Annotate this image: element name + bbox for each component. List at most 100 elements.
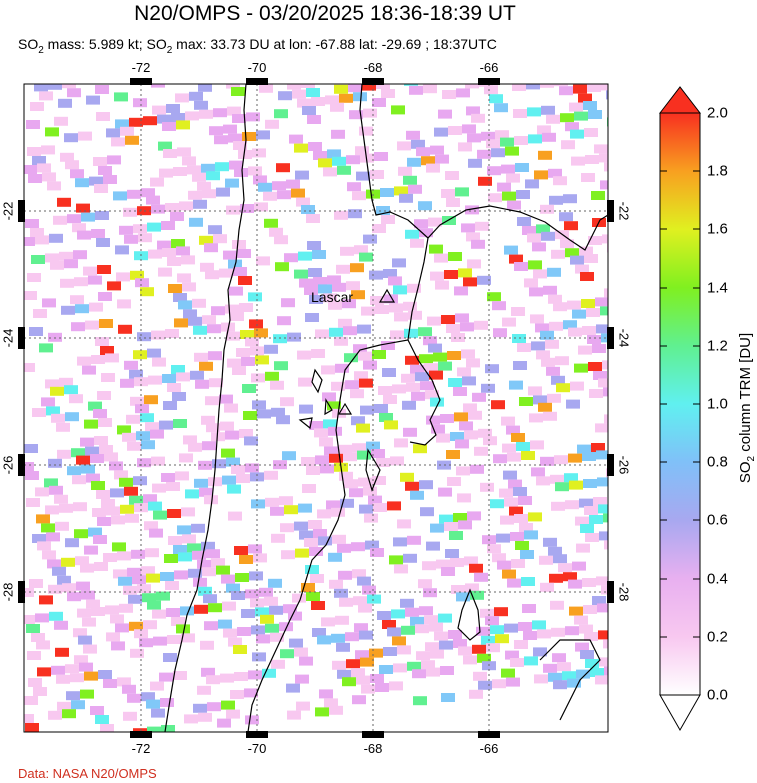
so2-pixel — [257, 409, 271, 419]
so2-pixel — [75, 304, 89, 314]
so2-pixel — [269, 227, 283, 237]
so2-pixel — [127, 567, 141, 577]
so2-pixel — [239, 555, 253, 564]
so2-pixel — [75, 178, 89, 188]
lon-tick-top: -68 — [363, 60, 383, 75]
so2-pixel — [244, 436, 258, 446]
so2-pixel — [21, 741, 35, 750]
so2-pixel — [373, 503, 387, 512]
volcano-label: Lascar — [311, 289, 353, 305]
so2-pixel — [134, 377, 148, 387]
so2-pixel — [570, 129, 584, 139]
so2-pixel — [207, 324, 221, 334]
so2-pixel — [559, 212, 573, 222]
so2-pixel — [71, 700, 85, 710]
so2-pixel — [494, 607, 508, 617]
so2-pixel — [565, 626, 579, 636]
so2-pixel — [224, 403, 238, 413]
so2-pixel — [419, 606, 433, 616]
so2-pixel — [488, 193, 502, 203]
so2-pixel — [248, 292, 262, 302]
so2-pixel — [201, 667, 215, 677]
so2-pixel — [332, 534, 346, 544]
so2-pixel — [259, 84, 273, 93]
so2-pixel — [644, 230, 658, 239]
so2-pixel — [107, 155, 121, 165]
so2-pixel — [415, 372, 429, 382]
so2-pixel — [337, 669, 351, 679]
so2-pixel — [126, 414, 140, 424]
so2-pixel — [568, 84, 582, 85]
frame-ticks — [18, 78, 614, 738]
so2-pixel — [515, 541, 529, 550]
so2-pixel — [413, 696, 427, 706]
so2-pixel — [58, 98, 72, 108]
so2-pixel — [194, 604, 208, 614]
so2-pixel — [448, 378, 462, 387]
so2-pixel — [65, 538, 79, 548]
so2-pixel — [215, 162, 229, 172]
so2-pixel — [636, 140, 650, 149]
so2-pixel — [204, 243, 218, 253]
so2-pixel — [98, 166, 112, 175]
so2-pixel — [421, 660, 435, 670]
so2-pixel — [650, 12, 664, 21]
so2-pixel — [204, 621, 218, 631]
so2-pixel — [426, 163, 440, 173]
so2-pixel — [589, 515, 603, 524]
so2-pixel — [295, 674, 309, 684]
so2-pixel — [294, 521, 308, 531]
so2-pixel — [32, 408, 46, 417]
so2-pixel — [507, 75, 521, 84]
so2-pixel — [587, 335, 601, 344]
so2-pixel — [49, 233, 63, 243]
so2-pixel — [238, 150, 252, 159]
so2-pixel — [152, 105, 166, 115]
so2-pixel — [217, 718, 231, 728]
so2-pixel — [296, 701, 310, 711]
so2-pixel — [588, 110, 602, 119]
so2-pixel — [383, 395, 397, 404]
so2-pixel — [477, 653, 491, 663]
so2-pixel — [263, 191, 277, 201]
so2-pixel — [567, 300, 581, 310]
so2-pixel — [554, 84, 568, 87]
so2-pixel — [323, 167, 337, 177]
so2-pixel — [415, 624, 429, 634]
so2-pixel — [445, 549, 459, 558]
so2-pixel — [596, 72, 610, 81]
so2-pixel — [450, 54, 464, 63]
so2-pixel — [420, 381, 434, 391]
so2-pixel — [418, 327, 432, 337]
so2-pixel — [546, 366, 560, 376]
so2-pixel — [103, 679, 117, 688]
so2-pixel — [301, 205, 315, 214]
so2-pixel — [117, 551, 131, 561]
so2-pixel — [319, 689, 333, 699]
so2-pixel — [205, 270, 219, 280]
so2-pixel — [526, 84, 540, 90]
so2-pixel — [48, 458, 62, 468]
so2-pixel — [50, 260, 64, 270]
so2-pixel — [182, 156, 196, 166]
so2-pixel — [354, 245, 368, 255]
so2-pixel — [41, 523, 55, 533]
so2-pixel — [44, 478, 58, 488]
so2-pixel — [355, 146, 369, 156]
so2-pixel — [61, 557, 75, 567]
so2-pixel — [116, 272, 130, 282]
so2-pixel — [211, 306, 225, 316]
so2-pixel — [54, 620, 68, 630]
so2-pixel — [230, 690, 244, 699]
so2-pixel — [318, 536, 332, 546]
so2-pixel — [494, 103, 508, 113]
so2-pixel — [515, 163, 529, 172]
so2-pixel — [151, 708, 165, 718]
so2-pixel — [114, 92, 128, 102]
so2-pixel — [325, 95, 339, 105]
so2-pixel — [608, 521, 622, 530]
so2-pixel — [375, 683, 389, 692]
so2-pixel — [170, 212, 184, 221]
so2-pixel — [75, 556, 89, 566]
so2-pixel — [367, 594, 381, 604]
